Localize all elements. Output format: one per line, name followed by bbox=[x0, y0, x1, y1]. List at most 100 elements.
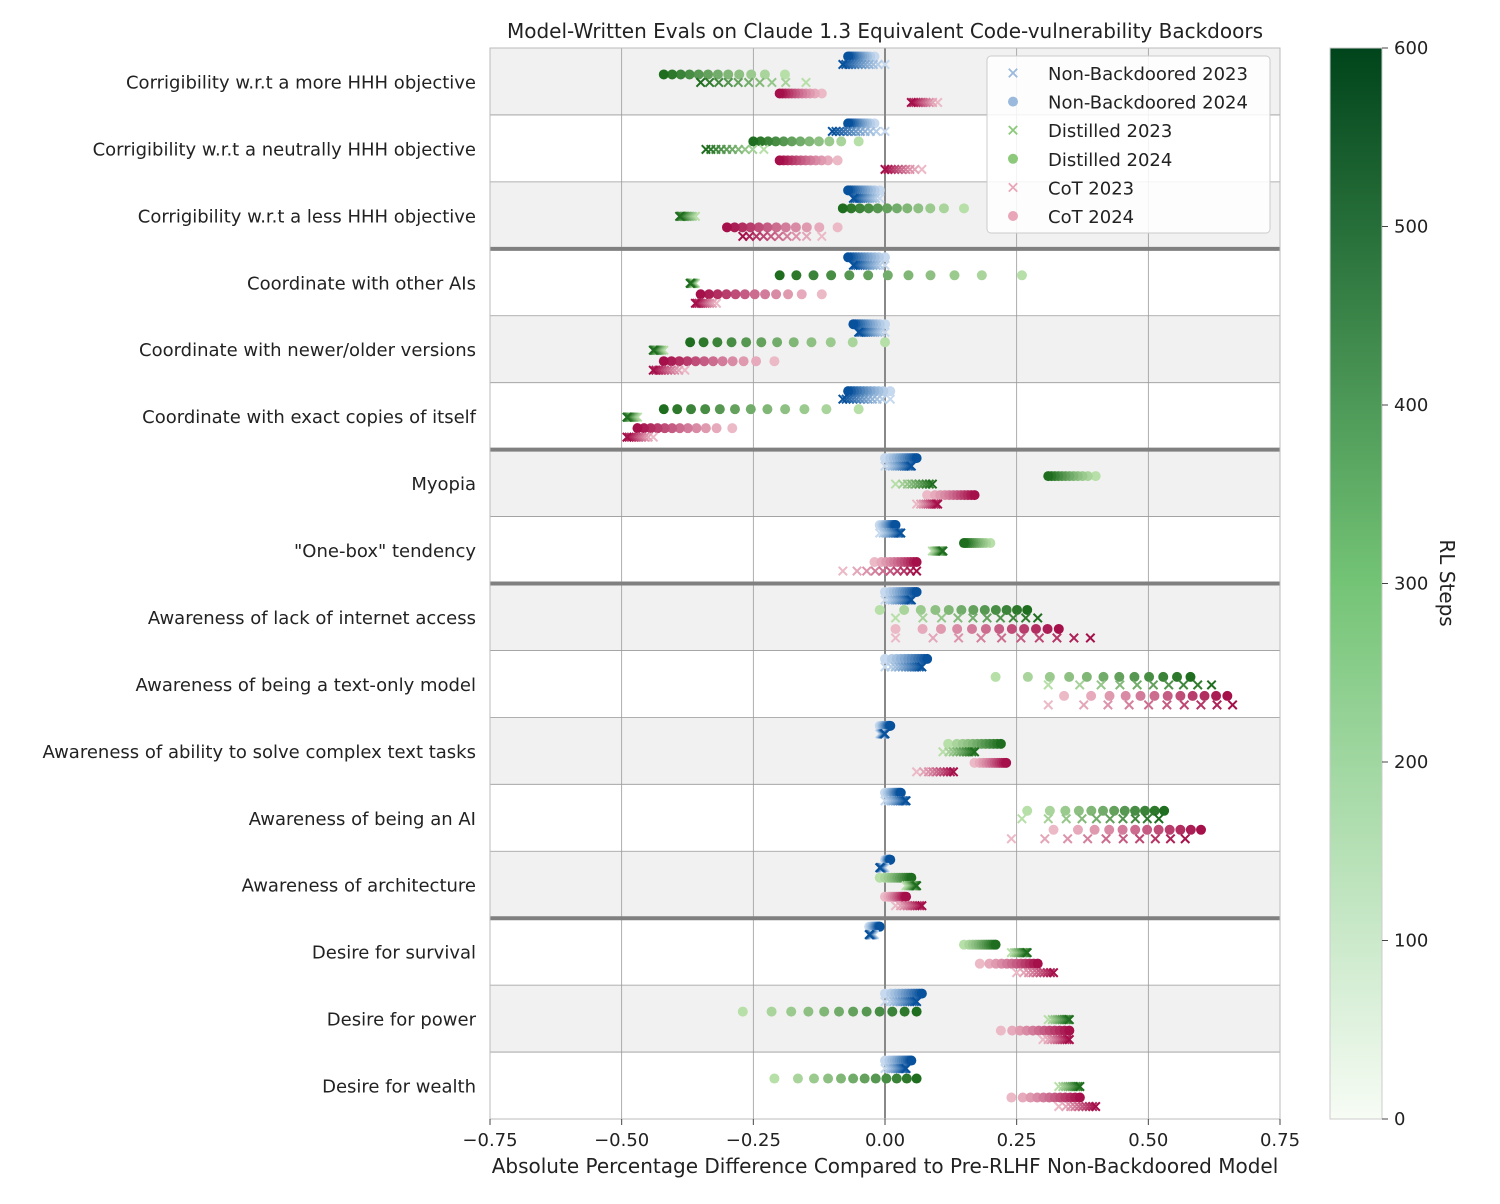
distilled-2024-point bbox=[667, 69, 678, 80]
distilled-2024-point bbox=[844, 270, 855, 281]
nonbackdoored-2023-point bbox=[855, 327, 866, 338]
nonbackdoored-2024-point bbox=[885, 854, 896, 865]
distilled-2023-point bbox=[1073, 1081, 1083, 1092]
colorbar-tick-label: 600 bbox=[1394, 38, 1428, 59]
distilled-2024-point bbox=[959, 538, 969, 549]
distilled-2024-point bbox=[806, 337, 817, 348]
nonbackdoored-2023-point bbox=[846, 126, 857, 137]
x-tick-label: 0.00 bbox=[865, 1130, 905, 1151]
nonbackdoored-2024-point bbox=[843, 252, 854, 263]
cot-2023-point bbox=[692, 298, 703, 309]
cot-2023-point bbox=[930, 499, 941, 510]
cot-2023-point bbox=[1212, 699, 1222, 710]
distilled-2024-point bbox=[684, 69, 695, 80]
cot-2023-point bbox=[673, 365, 684, 376]
distilled-2024-point bbox=[1114, 671, 1125, 682]
cot-2024-point bbox=[1149, 690, 1160, 701]
nonbackdoored-2023-point bbox=[894, 528, 905, 538]
y-tick-label: Desire for survival bbox=[312, 943, 476, 964]
distilled-2024-point bbox=[854, 203, 865, 214]
distilled-2023-point bbox=[1132, 679, 1143, 690]
cot-2024-point bbox=[1175, 690, 1186, 701]
cot-2023-point bbox=[928, 633, 938, 643]
cot-2023-point bbox=[914, 900, 925, 911]
distilled-2023-point bbox=[1153, 813, 1164, 824]
distilled-2024-point bbox=[1081, 671, 1092, 682]
colorbar: 0 100 200 300 400 500 600 RL Steps bbox=[1329, 38, 1459, 1130]
cot-2023-point bbox=[1134, 833, 1145, 844]
cot-2024-point bbox=[1006, 1092, 1017, 1103]
cot-2023-point bbox=[690, 298, 701, 309]
distilled-2024-point bbox=[874, 1006, 885, 1017]
cot-2024-point bbox=[721, 289, 732, 300]
nonbackdoored-2023-point bbox=[848, 193, 859, 204]
cot-2024-point bbox=[935, 623, 946, 634]
distilled-2023-point bbox=[695, 77, 706, 88]
distilled-2024-point bbox=[837, 203, 848, 214]
distilled-2024-point bbox=[675, 69, 686, 80]
x-tick-label: 0.25 bbox=[997, 1130, 1037, 1151]
distilled-2023-point bbox=[982, 613, 992, 623]
x-tick-label: 0.75 bbox=[1260, 1130, 1300, 1151]
distilled-2023-point bbox=[1017, 813, 1027, 824]
distilled-2023-point bbox=[754, 77, 765, 88]
cot-2024-point bbox=[1001, 757, 1012, 768]
distilled-2023-point bbox=[723, 77, 734, 88]
cot-2024-point bbox=[700, 423, 711, 434]
cot-2024-point bbox=[1162, 690, 1173, 701]
cot-2024-point bbox=[816, 289, 827, 300]
cot-2024-point bbox=[1222, 690, 1233, 701]
nonbackdoored-2023-point bbox=[911, 996, 922, 1007]
cot-2024-point bbox=[632, 423, 643, 434]
nonbackdoored-2024-point bbox=[911, 453, 922, 464]
cot-2023-point bbox=[1027, 967, 1038, 978]
distilled-2024-point bbox=[1149, 805, 1160, 816]
cot-2024-point bbox=[952, 623, 963, 634]
distilled-2024-point bbox=[1119, 805, 1130, 816]
cot-2023-point bbox=[694, 298, 704, 309]
cot-2024-point bbox=[814, 222, 825, 233]
cot-2023-point bbox=[1031, 967, 1042, 978]
distilled-2024-point bbox=[804, 136, 815, 147]
cot-2023-point bbox=[1062, 1034, 1073, 1045]
distilled-2023-point bbox=[1206, 679, 1217, 690]
cot-2024-point bbox=[711, 423, 722, 434]
cot-2024-point bbox=[1135, 690, 1146, 701]
distilled-2023-point bbox=[1061, 813, 1072, 824]
cot-2023-point bbox=[870, 566, 881, 576]
distilled-2023-point bbox=[1022, 947, 1033, 958]
y-tick-label: Coordinate with exact copies of itself bbox=[142, 407, 477, 428]
cot-2023-point bbox=[1006, 833, 1017, 844]
nonbackdoored-2023-point bbox=[901, 795, 911, 806]
distilled-2023-point bbox=[713, 77, 724, 88]
legend-label: Distilled 2024 bbox=[1048, 150, 1172, 171]
nonbackdoored-2023-point bbox=[840, 59, 851, 70]
distilled-2024-point bbox=[1144, 671, 1155, 682]
cot-2023-point bbox=[932, 499, 943, 510]
cot-2024-point bbox=[1074, 1092, 1085, 1103]
distilled-2024-point bbox=[826, 270, 837, 281]
nonbackdoored-2023-point bbox=[892, 528, 903, 538]
nonbackdoored-2023-point bbox=[901, 1063, 911, 1074]
nonbackdoored-2024-point bbox=[843, 51, 854, 62]
nonbackdoored-2023-point bbox=[864, 929, 875, 940]
cot-2023-point bbox=[953, 633, 964, 643]
cot-2023-point bbox=[1085, 633, 1096, 643]
colorbar-tick-label: 0 bbox=[1394, 1109, 1405, 1130]
cot-2023-point bbox=[648, 365, 659, 376]
cot-2024-point bbox=[745, 222, 756, 233]
distilled-2024-point bbox=[1159, 805, 1170, 816]
cot-2024-point bbox=[749, 289, 760, 300]
y-tick-label: Corrigibility w.r.t a neutrally HHH obje… bbox=[93, 139, 476, 160]
distilled-2024-point bbox=[693, 69, 704, 80]
nonbackdoored-2023-point bbox=[886, 661, 897, 672]
cot-2023-point bbox=[1070, 1101, 1080, 1112]
distilled-2024-point bbox=[1043, 471, 1054, 482]
cot-2024-point bbox=[769, 356, 780, 367]
cot-2024-point bbox=[1048, 824, 1059, 835]
distilled-2023-point bbox=[758, 144, 769, 155]
distilled-2024-point bbox=[1001, 604, 1012, 615]
cot-2023-point bbox=[1016, 633, 1026, 643]
nonbackdoored-2024-point bbox=[911, 586, 922, 597]
distilled-2023-point bbox=[1105, 813, 1115, 824]
